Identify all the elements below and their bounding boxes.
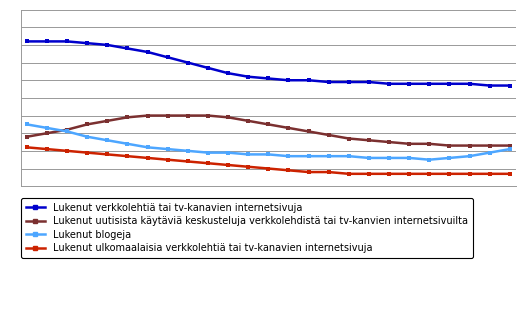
Legend: Lukenut verkkolehtiä tai tv-kanavien internetsivuja, Lukenut uutisista käytäviä : Lukenut verkkolehtiä tai tv-kanavien int… — [21, 198, 473, 258]
